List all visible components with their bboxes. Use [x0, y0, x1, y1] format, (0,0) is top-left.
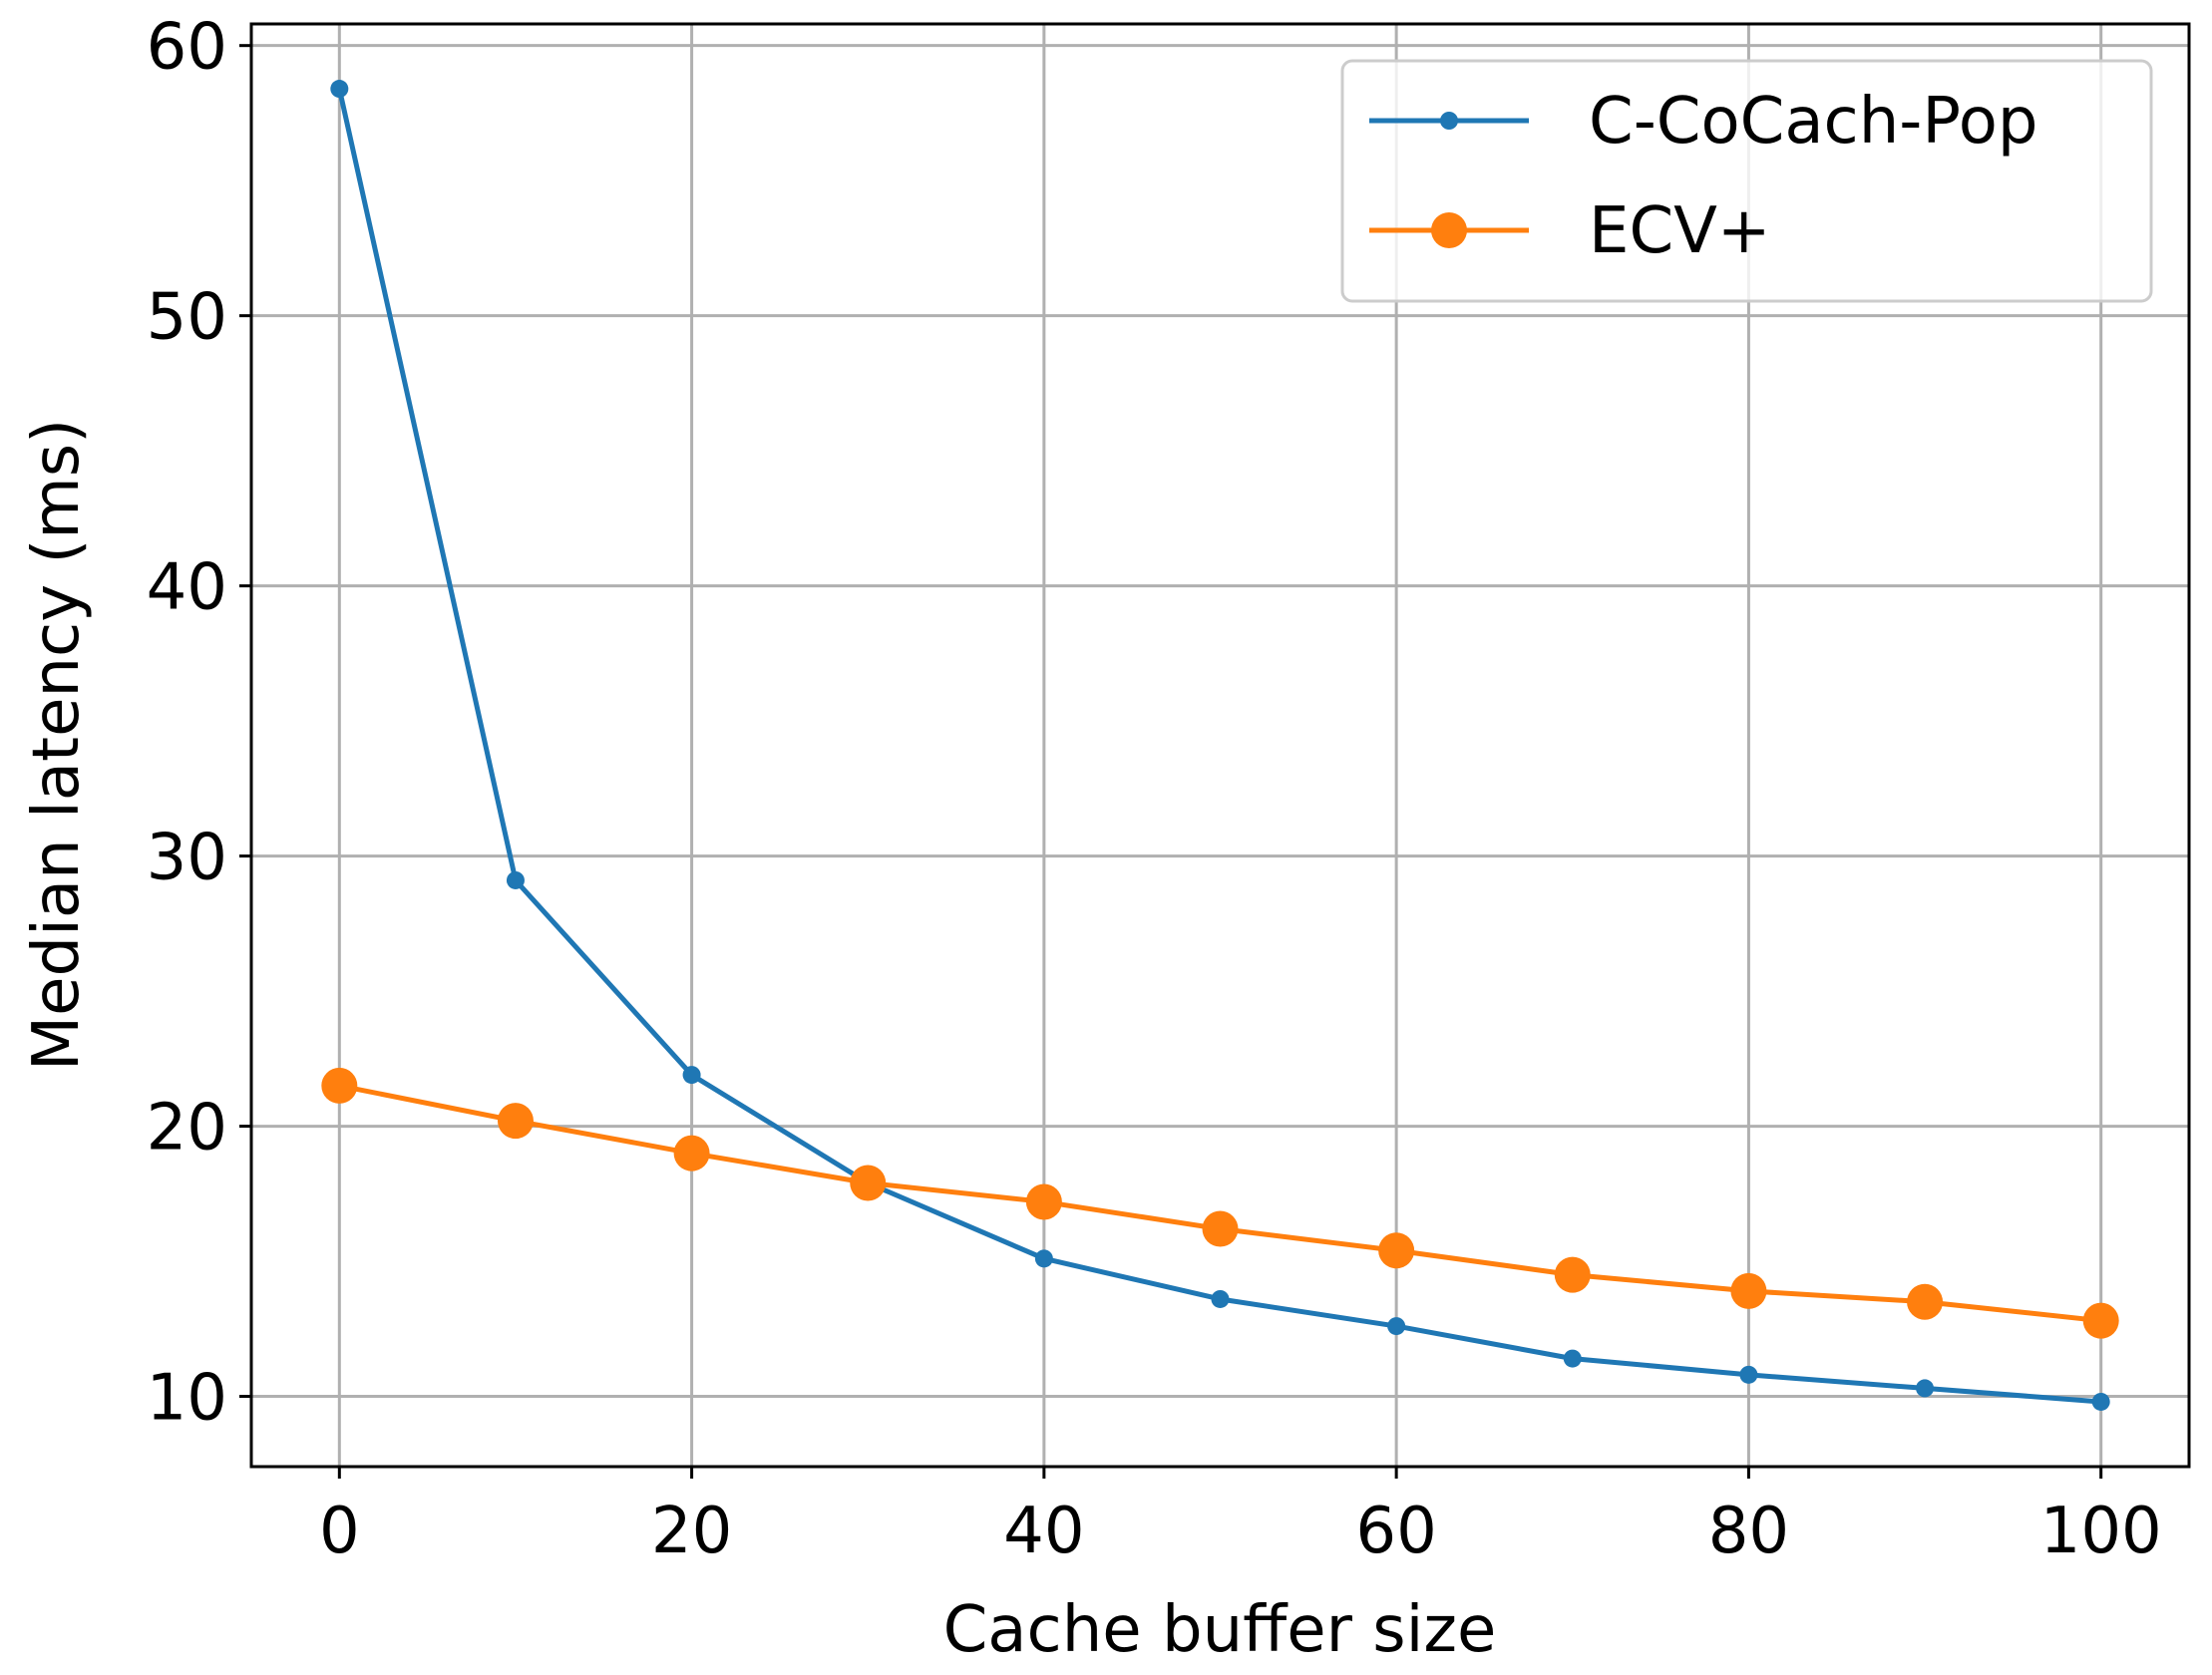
series-line-ecv-plus: [338, 1083, 2101, 1324]
y-tick-label: 20: [147, 1092, 227, 1166]
legend-box: [1340, 59, 2153, 303]
data-point-ecv-plus: [1378, 1232, 1415, 1269]
data-point-ecv-plus: [321, 1067, 358, 1104]
x-axis-label: Cache buffer size: [943, 1593, 1497, 1667]
data-point-c-cocach-pop: [1563, 1349, 1582, 1368]
data-point-ecv-plus: [1730, 1272, 1767, 1309]
data-point-ecv-plus: [1202, 1210, 1239, 1247]
data-point-c-cocach-pop: [1916, 1379, 1935, 1398]
legend: C-CoCach-Pop ECV+: [1340, 59, 2153, 303]
data-point-c-cocach-pop: [330, 80, 349, 99]
data-point-c-cocach-pop: [1211, 1289, 1230, 1308]
data-point-c-cocach-pop: [682, 1066, 701, 1085]
x-tick-label: 20: [651, 1495, 732, 1568]
data-point-ecv-plus: [850, 1165, 887, 1201]
x-tick-label: 60: [1355, 1495, 1436, 1568]
y-tick-label: 10: [147, 1362, 227, 1436]
data-point-ecv-plus: [2082, 1302, 2119, 1339]
y-tick-label: 50: [147, 281, 227, 355]
legend-label-ecv-plus: ECV+: [1589, 194, 1771, 268]
axis-ticks: 0 20 40 60 80 100 10 20 30 40 50 60: [147, 11, 2162, 1568]
legend-marker-ecv-plus: [1431, 212, 1467, 248]
data-point-c-cocach-pop: [1739, 1365, 1758, 1384]
data-point-ecv-plus: [1907, 1283, 1944, 1320]
x-tick-label: 100: [2040, 1495, 2162, 1568]
data-point-ecv-plus: [497, 1103, 534, 1140]
data-point-c-cocach-pop: [506, 870, 525, 889]
legend-label-c-cocach-pop: C-CoCach-Pop: [1589, 85, 2037, 159]
data-point-c-cocach-pop: [2091, 1392, 2110, 1411]
x-tick-label: 0: [319, 1495, 360, 1568]
data-point-ecv-plus: [1554, 1256, 1591, 1293]
y-tick-label: 40: [147, 551, 227, 625]
data-point-ecv-plus: [673, 1135, 710, 1172]
plot-frame: [249, 22, 2191, 1469]
y-axis-label: Median latency (ms): [20, 419, 94, 1071]
series-layer: [321, 80, 2119, 1411]
x-tick-label: 80: [1708, 1495, 1789, 1568]
y-tick-label: 60: [147, 11, 227, 85]
x-tick-label: 40: [1003, 1495, 1084, 1568]
y-tick-label: 30: [147, 822, 227, 895]
data-point-ecv-plus: [1025, 1183, 1062, 1220]
data-point-c-cocach-pop: [1387, 1317, 1406, 1336]
legend-marker-c-cocach-pop: [1440, 112, 1458, 130]
data-point-c-cocach-pop: [1034, 1249, 1053, 1268]
